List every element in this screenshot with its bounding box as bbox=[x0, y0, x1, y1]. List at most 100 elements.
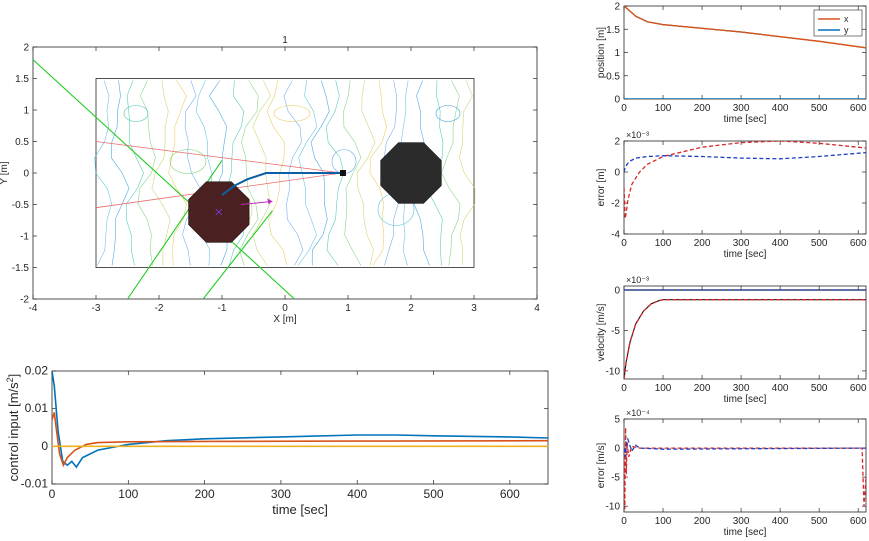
x-tick-label: 0 bbox=[49, 487, 56, 501]
y-tick-label: 0 bbox=[614, 168, 620, 179]
x-axis-label: X [m] bbox=[273, 314, 297, 325]
x-axis-label: time [sec] bbox=[272, 502, 328, 517]
y-axis-label: position [m] bbox=[596, 27, 607, 78]
control-input-frame bbox=[51, 370, 549, 485]
contour-line bbox=[168, 80, 187, 266]
x-tick-label: 400 bbox=[772, 238, 789, 249]
x-tick-label: 500 bbox=[811, 516, 828, 527]
y-tick-label: -5 bbox=[611, 473, 620, 484]
robot-path bbox=[221, 172, 342, 196]
x-tick-label: 0 bbox=[621, 103, 627, 114]
x-tick-label: 100 bbox=[655, 516, 672, 527]
x-tick-label: 500 bbox=[424, 487, 444, 501]
x-tick-label: -1 bbox=[218, 303, 227, 314]
x-tick-label: 400 bbox=[772, 103, 789, 114]
series-line bbox=[624, 299, 866, 379]
x-tick-label: 100 bbox=[118, 487, 138, 501]
x-tick-label: 300 bbox=[733, 383, 750, 394]
obstacle bbox=[380, 142, 442, 204]
x-tick-label: 0 bbox=[282, 303, 288, 314]
x-tick-label: 600 bbox=[850, 238, 867, 249]
sensor-ray bbox=[95, 141, 342, 174]
y-tick-label: -1.5 bbox=[12, 263, 30, 274]
axis-exponent: ×10⁻³ bbox=[626, 275, 649, 285]
x-tick-label: 500 bbox=[811, 383, 828, 394]
x-tick-label: 0 bbox=[621, 516, 627, 527]
chart-title: 1 bbox=[282, 35, 288, 46]
y-axis-label: velocity [m/s] bbox=[596, 303, 607, 361]
x-tick-label: 600 bbox=[850, 516, 867, 527]
y-tick-label: 2 bbox=[23, 43, 29, 54]
position-error-frame bbox=[623, 140, 867, 235]
contour-line bbox=[125, 80, 144, 266]
series-line bbox=[624, 427, 866, 510]
x-tick-label: 500 bbox=[811, 103, 828, 114]
y-tick-label: -10 bbox=[606, 366, 621, 377]
contour-ring bbox=[169, 149, 207, 174]
x-axis-label: time [sec] bbox=[724, 249, 767, 260]
position-axes: 0 100 200 300 400 500 600 2 1.5 1 0.5 0 time [sec] po… bbox=[596, 2, 867, 126]
velocity-frame bbox=[623, 285, 867, 380]
velocity-error-content bbox=[624, 427, 866, 510]
x-axis-label: time [sec] bbox=[724, 114, 767, 125]
constraint-line bbox=[33, 59, 295, 299]
y-tick-label: 0 bbox=[614, 95, 620, 106]
axis-exponent: ×10⁻⁴ bbox=[626, 408, 650, 418]
y-tick-label: 2 bbox=[614, 137, 620, 148]
x-tick-label: 0 bbox=[621, 383, 627, 394]
contour-line bbox=[151, 80, 171, 266]
x-tick-label: 200 bbox=[195, 487, 215, 501]
x-tick-label: 200 bbox=[694, 238, 711, 249]
x-tick-label: 100 bbox=[655, 238, 672, 249]
y-axis-label: error [m] bbox=[596, 168, 607, 206]
position-content bbox=[624, 6, 866, 99]
y-tick-label: 0.02 bbox=[25, 364, 49, 378]
y-tick-label: 1 bbox=[614, 48, 620, 59]
y-tick-label: -10 bbox=[606, 502, 621, 513]
contour-ring bbox=[123, 105, 149, 122]
contour-line bbox=[94, 80, 112, 266]
y-tick-label: 5 bbox=[614, 415, 620, 426]
y-tick-label: 0.5 bbox=[606, 71, 620, 82]
constraint-line bbox=[202, 210, 273, 299]
series-line bbox=[624, 437, 866, 457]
y-tick-label: 0.5 bbox=[15, 137, 29, 148]
contour-ring bbox=[273, 105, 311, 122]
y-tick-label: 0 bbox=[41, 439, 48, 453]
x-tick-label: 0 bbox=[621, 238, 627, 249]
x-tick-label: 100 bbox=[655, 383, 672, 394]
x-tick-label: 600 bbox=[500, 487, 520, 501]
velocity-error-frame bbox=[623, 418, 867, 513]
x-tick-label: 4 bbox=[534, 303, 540, 314]
ctrl-content bbox=[52, 371, 548, 469]
y-axis-label: Y [m] bbox=[0, 161, 10, 184]
x-tick-label: 600 bbox=[850, 103, 867, 114]
y-tick-label: -2 bbox=[20, 295, 29, 306]
x-tick-label: 500 bbox=[811, 238, 828, 249]
x-tick-label: 200 bbox=[694, 103, 711, 114]
contour-line bbox=[226, 80, 245, 266]
x-axis-label: time [sec] bbox=[724, 394, 767, 405]
legend-box bbox=[813, 9, 863, 37]
x-tick-label: -4 bbox=[29, 303, 38, 314]
y-tick-label: -5 bbox=[611, 326, 620, 337]
y-tick-label: -4 bbox=[611, 230, 620, 241]
legend-label: x bbox=[844, 14, 849, 24]
y-tick-label: -0.5 bbox=[12, 200, 30, 211]
y-tick-label: -2 bbox=[611, 199, 620, 210]
x-tick-label: 400 bbox=[772, 383, 789, 394]
x-tick-label: 2 bbox=[408, 303, 414, 314]
x-tick-label: -3 bbox=[92, 303, 101, 314]
x-tick-label: 200 bbox=[694, 516, 711, 527]
y-axis-label: error [m/s] bbox=[596, 443, 607, 489]
axis-exponent: ×10⁻³ bbox=[626, 130, 649, 140]
x-tick-label: 100 bbox=[655, 103, 672, 114]
x-tick-label: 1 bbox=[345, 303, 351, 314]
contour-ring bbox=[435, 105, 461, 122]
y-axis-label: control input [m/s2] bbox=[5, 374, 21, 482]
series-line bbox=[624, 151, 866, 173]
position-error-content bbox=[624, 141, 866, 219]
x-tick-label: 300 bbox=[733, 238, 750, 249]
y-tick-label: -1 bbox=[20, 232, 29, 243]
